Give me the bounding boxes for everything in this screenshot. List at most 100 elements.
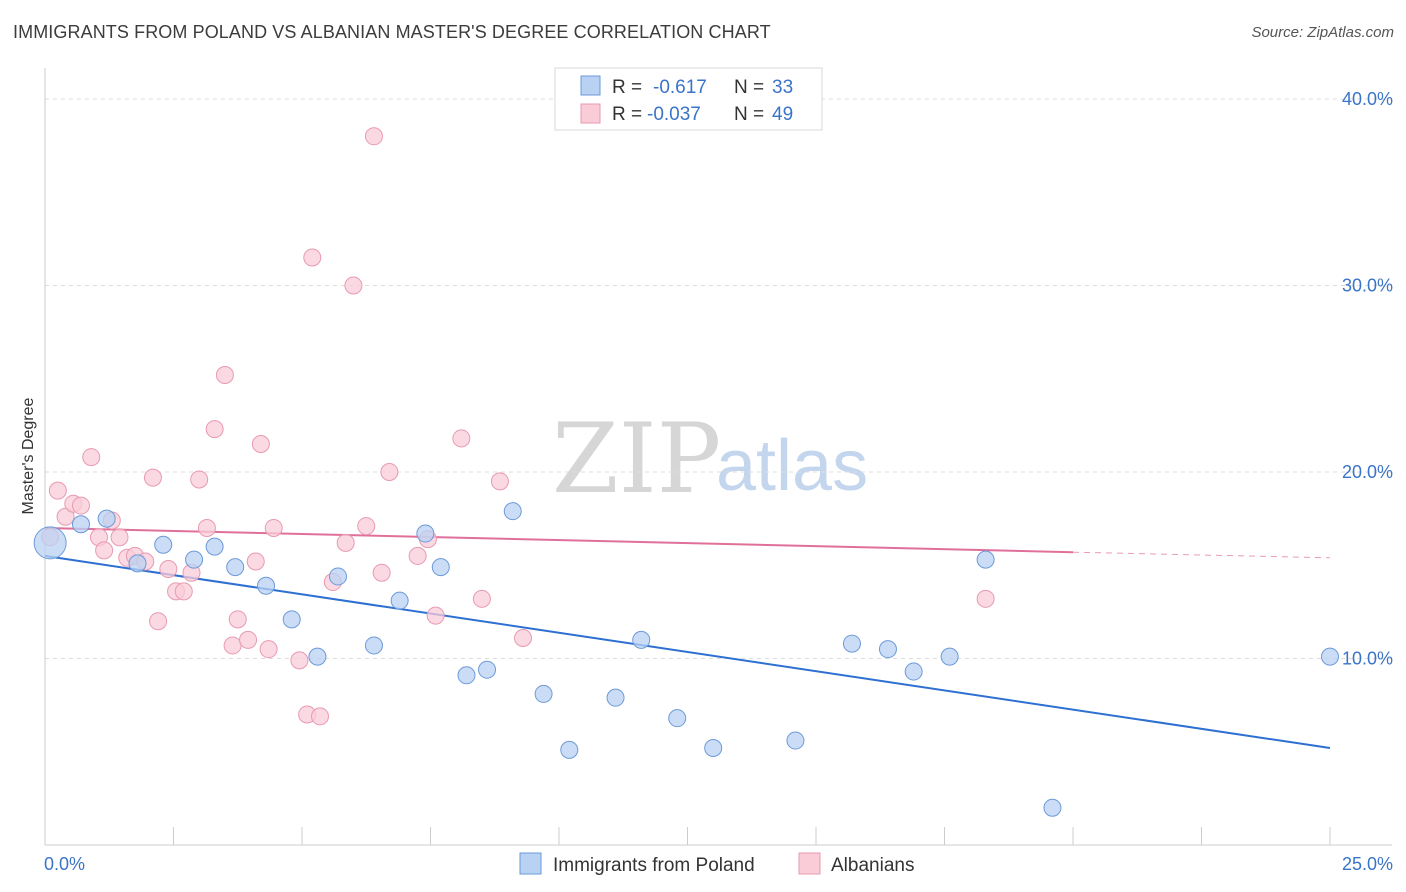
gridlines [45,98,1392,659]
y-tick-label: 20.0% [1342,462,1393,482]
point-poland [1043,798,1062,817]
y-axis-label: Master's Degree [20,397,37,514]
point-albania [303,248,322,267]
point-albania [310,707,329,726]
point-poland [257,576,276,595]
point-albania [259,640,278,659]
point-albania [357,517,376,536]
poland-n-label: N = [734,77,764,98]
point-albania [71,496,90,515]
point-albania [976,589,995,608]
y-tick-label: 40.0% [1342,89,1393,109]
point-poland [478,660,497,679]
point-albania [344,276,363,295]
point-poland [606,688,625,707]
point-albania [215,366,234,385]
point-albania [143,468,162,487]
point-albania [251,435,270,454]
legend-albania-label: Albanians [831,855,914,876]
point-poland [416,524,435,543]
point-poland [71,515,90,534]
legend-albania-swatch [798,852,821,875]
point-albania [380,463,399,481]
legend-poland-swatch [519,852,542,875]
y-tick-label: 30.0% [1342,276,1393,296]
point-albania [239,630,258,649]
albania-n-value: 49 [772,104,793,125]
point-poland [431,558,450,577]
point-poland [390,591,409,610]
stats-legend-row-albania: R = -0.037 N = 49 [580,103,793,125]
stats-legend-row-poland: R = -0.617 N = 33 [580,75,793,98]
watermark: ZIP atlas [552,403,868,515]
point-albania [228,610,247,629]
point-albania [110,528,129,547]
albania-n-label: N = [734,104,764,125]
point-poland [457,666,476,685]
point-albania [452,429,471,448]
watermark-zip: ZIP [552,403,721,515]
point-albania [205,420,224,439]
chart-source: Source: ZipAtlas.com [1251,24,1394,41]
point-albania [190,470,209,489]
point-albania [264,518,283,537]
point-albania [490,472,509,491]
point-poland [97,509,116,528]
x-tick-label: 25.0% [1342,854,1393,874]
point-poland [1321,647,1339,666]
point-albania [95,541,114,560]
point-poland [205,537,224,556]
point-poland [632,630,651,649]
point-poland [503,502,522,521]
poland-r-label: R = [612,77,642,98]
point-poland [976,550,995,569]
point-poland [185,550,204,569]
albania-r-value: -0.037 [647,104,701,125]
point-albania [149,612,168,631]
point-albania [472,589,491,608]
poland-swatch [580,75,601,96]
y-tick-label: 10.0% [1342,649,1393,669]
x-tick-label: 0.0% [44,854,85,874]
legend-poland-label: Immigrants from Poland [553,855,755,876]
stats-legend: R = -0.617 N = 33 R = -0.037 N = 49 [554,67,823,131]
point-poland [904,662,923,681]
point-poland [560,740,579,759]
point-albania [246,552,265,571]
trendline-albania-extension [1072,551,1331,559]
trendline-albania [44,526,1074,554]
point-albania [408,546,427,565]
point-albania [197,518,216,537]
data-points [33,127,1339,817]
point-albania [364,127,383,146]
poland-n-value: 33 [772,77,793,98]
albania-swatch [580,103,601,124]
point-poland [940,647,959,666]
point-albania [159,559,178,578]
point-poland [534,684,553,703]
point-albania [48,481,67,500]
point-poland [668,709,687,728]
point-albania [514,628,533,647]
point-poland [33,526,67,560]
watermark-atlas: atlas [716,426,868,506]
point-poland [226,558,245,577]
point-poland [786,731,805,750]
point-albania [426,606,445,625]
point-albania [82,448,101,467]
point-poland [128,554,147,573]
albania-r-label: R = [612,104,642,125]
point-albania [372,563,391,582]
x-tick-labels: 0.0% 25.0% [44,854,1393,874]
point-albania [290,651,309,670]
point-poland [842,634,861,653]
point-albania [223,636,242,655]
point-poland [154,535,173,554]
point-poland [308,647,327,666]
point-albania [336,533,355,552]
axes [44,68,1392,846]
point-poland [704,739,723,758]
chart-title: IMMIGRANTS FROM POLAND VS ALBANIAN MASTE… [13,22,771,42]
point-albania [174,582,193,601]
